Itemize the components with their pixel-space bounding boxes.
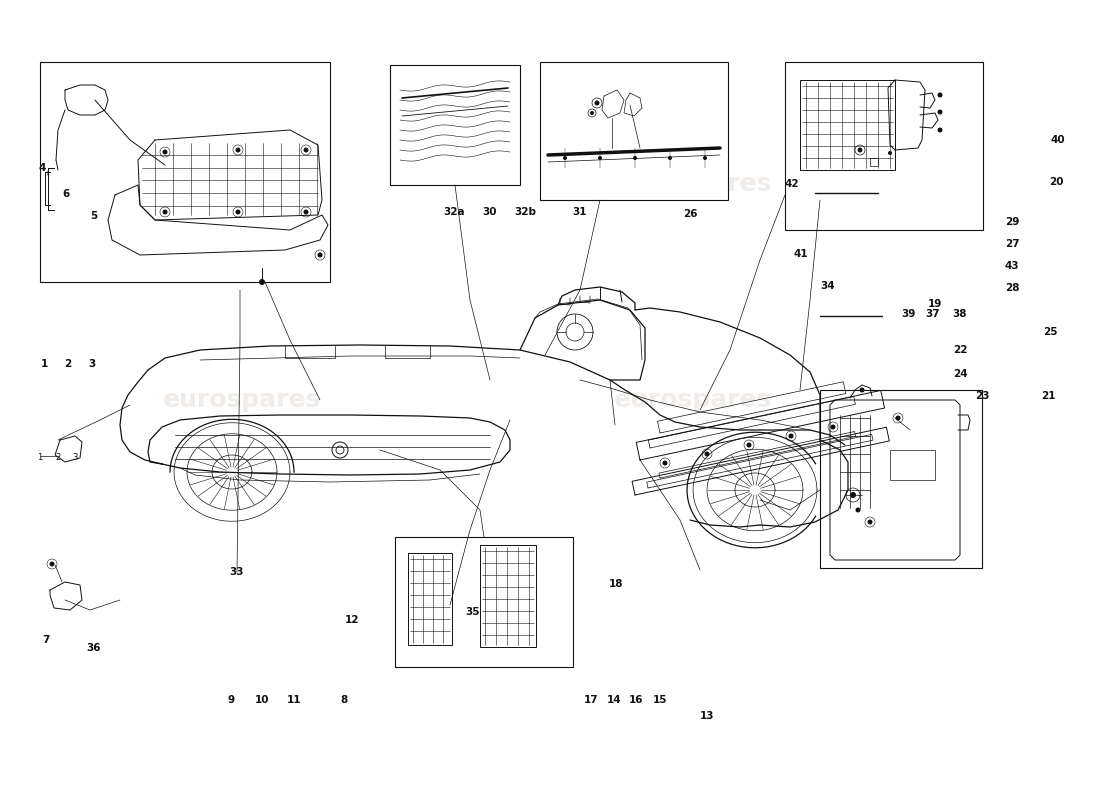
- Circle shape: [632, 156, 637, 160]
- Text: 21: 21: [1041, 391, 1056, 401]
- Text: 40: 40: [1050, 135, 1066, 145]
- Text: 35: 35: [465, 607, 481, 617]
- Circle shape: [789, 434, 793, 438]
- Text: 36: 36: [86, 643, 101, 653]
- Text: 19: 19: [927, 299, 943, 309]
- Bar: [395, 537, 573, 667]
- Circle shape: [703, 156, 707, 160]
- Circle shape: [747, 442, 751, 447]
- Circle shape: [304, 147, 308, 153]
- Text: 18: 18: [608, 579, 624, 589]
- Text: 6: 6: [63, 189, 69, 198]
- Text: 26: 26: [683, 209, 698, 218]
- Text: eurospares: eurospares: [614, 388, 772, 412]
- Bar: [40, 62, 330, 282]
- Circle shape: [937, 93, 943, 98]
- Text: 25: 25: [1043, 327, 1058, 337]
- Circle shape: [704, 451, 710, 457]
- Circle shape: [235, 210, 241, 214]
- Text: 8: 8: [341, 695, 348, 705]
- Text: 37: 37: [925, 309, 940, 318]
- Text: 29: 29: [1004, 218, 1020, 227]
- Text: 30: 30: [482, 207, 497, 217]
- Text: 12: 12: [344, 615, 360, 625]
- Text: eurospares: eurospares: [614, 172, 772, 196]
- Text: 22: 22: [953, 345, 968, 354]
- Text: eurospares: eurospares: [163, 388, 321, 412]
- Text: 31: 31: [572, 207, 587, 217]
- Text: 3: 3: [89, 359, 96, 369]
- Circle shape: [258, 279, 265, 285]
- Circle shape: [304, 210, 308, 214]
- Text: 24: 24: [953, 369, 968, 378]
- Text: 23: 23: [975, 391, 990, 401]
- Text: 39: 39: [901, 309, 916, 318]
- Circle shape: [868, 519, 872, 525]
- Bar: [820, 390, 982, 568]
- Text: 11: 11: [286, 695, 301, 705]
- Text: 41: 41: [793, 250, 808, 259]
- Text: 16: 16: [628, 695, 643, 705]
- Circle shape: [563, 156, 566, 160]
- Circle shape: [163, 150, 167, 154]
- Text: 27: 27: [1004, 239, 1020, 249]
- Bar: [408, 553, 452, 645]
- Bar: [480, 545, 536, 647]
- Circle shape: [850, 492, 856, 498]
- Bar: [890, 450, 935, 480]
- Circle shape: [163, 210, 167, 214]
- Text: 3: 3: [73, 454, 78, 462]
- Text: 34: 34: [820, 282, 835, 291]
- Text: 7: 7: [43, 635, 50, 645]
- Text: 1: 1: [37, 454, 43, 462]
- Text: 13: 13: [700, 711, 715, 721]
- Bar: [390, 65, 520, 185]
- Circle shape: [859, 387, 865, 393]
- Text: 38: 38: [952, 309, 967, 318]
- Circle shape: [895, 415, 901, 421]
- Text: 10: 10: [254, 695, 270, 705]
- Circle shape: [318, 253, 322, 258]
- Circle shape: [888, 151, 892, 155]
- Circle shape: [590, 111, 594, 115]
- Bar: [800, 80, 895, 170]
- Circle shape: [858, 147, 862, 153]
- Bar: [540, 62, 728, 200]
- Text: 14: 14: [606, 695, 621, 705]
- Text: 42: 42: [784, 179, 800, 189]
- Text: eurospares: eurospares: [163, 172, 321, 196]
- Text: 2: 2: [65, 359, 72, 369]
- Text: 20: 20: [1048, 178, 1064, 187]
- Text: 33: 33: [229, 567, 244, 577]
- Text: 5: 5: [90, 211, 97, 221]
- Text: 32a: 32a: [443, 207, 465, 217]
- Circle shape: [50, 562, 55, 566]
- Text: 9: 9: [228, 695, 234, 705]
- Text: 28: 28: [1004, 283, 1020, 293]
- Text: 4: 4: [39, 163, 45, 173]
- Circle shape: [598, 156, 602, 160]
- Circle shape: [235, 147, 241, 153]
- Circle shape: [830, 425, 836, 430]
- Circle shape: [662, 461, 668, 466]
- Text: 15: 15: [652, 695, 668, 705]
- Text: 43: 43: [1004, 262, 1020, 271]
- Text: 17: 17: [583, 695, 598, 705]
- Circle shape: [668, 156, 672, 160]
- Circle shape: [594, 101, 600, 106]
- Bar: [785, 62, 983, 230]
- Text: 32b: 32b: [515, 207, 537, 217]
- Text: 1: 1: [41, 359, 47, 369]
- Circle shape: [856, 507, 860, 513]
- Text: 2: 2: [55, 454, 60, 462]
- Circle shape: [937, 127, 943, 133]
- Circle shape: [937, 110, 943, 114]
